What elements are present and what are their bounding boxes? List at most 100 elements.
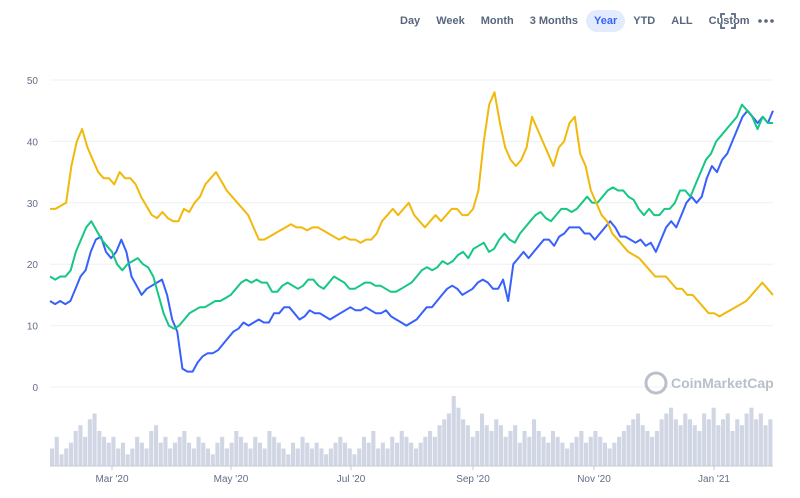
volume-bar [423,436,428,466]
volume-bar [291,442,296,466]
volume-bar [588,436,593,466]
volume-bar [220,436,225,466]
series-line-blue [49,109,774,373]
volume-bar [295,448,300,466]
volume-bar [735,419,740,466]
range-year-button[interactable]: Year [586,10,626,32]
range-week-button[interactable]: Week [436,15,465,27]
volume-bar [239,436,244,466]
volume-bar [654,431,659,466]
volume-bar [262,448,267,466]
volume-bar [177,436,182,466]
volume-bar [711,407,716,466]
volume-bar [158,442,163,466]
volume-bar [584,442,589,466]
volume-bar [399,431,404,466]
volume-bar [380,442,385,466]
volume-bar [560,442,565,466]
volume-bar [574,436,579,466]
volume-bar [432,436,437,466]
y-tick-label: 30 [27,199,39,210]
volume-bar [555,436,560,466]
volume-bar [347,448,352,466]
volume-bar [645,431,650,466]
volume-bar [470,436,475,466]
volume-bar [253,436,258,466]
volume-bar [187,442,192,466]
x-tick-label: May '20 [214,474,249,485]
volume-bar [508,431,513,466]
range-ytd-button[interactable]: YTD [633,15,656,27]
volume-bar [272,436,277,466]
volume-bar [224,448,229,466]
volume-bar [763,425,768,466]
volume-bar [139,442,144,466]
range-3months-button[interactable]: 3 Months [529,15,578,27]
volume-bar [149,431,154,466]
volume-bar [598,436,603,466]
volume-bar [319,448,324,466]
volume-bar [579,431,584,466]
volume-bar [631,419,636,466]
volume-bar [428,431,433,466]
volume-bar [154,425,159,466]
volume-bar [324,454,329,466]
volume-bar [446,413,451,466]
volume-bar [744,413,749,466]
volume-bar [517,442,522,466]
volume-bar [522,431,527,466]
x-axis: Mar '20 May '20 Jul '20 Sep '20 Nov '20 Jan '… [95,466,730,485]
volume-bar [59,454,64,466]
coinmarketcap-logo-icon [644,371,668,395]
volume-bar [503,436,508,466]
fullscreen-icon[interactable] [719,12,737,30]
volume-bar [621,431,626,466]
volume-bar [234,431,239,466]
volume-bar [768,419,773,466]
series-lines [49,91,774,373]
volume-bar [196,436,201,466]
y-tick-label: 0 [32,383,38,394]
volume-bar [640,425,645,466]
volume-bar [205,448,210,466]
volume-bars [50,396,773,467]
coinmarketcap-watermark: CoinMarketCap [644,371,774,395]
volume-bar [437,425,442,466]
volume-bar [120,442,125,466]
range-day-button[interactable]: Day [400,15,421,27]
volume-bar [475,431,480,466]
x-tick-label: Nov '20 [577,474,611,485]
series-line-orange [50,91,774,318]
x-tick-label: Jul '20 [337,474,366,485]
volume-bar [68,442,73,466]
volume-bar [716,425,721,466]
volume-bar [702,413,707,466]
volume-bar [758,413,763,466]
volume-bar [385,448,390,466]
volume-bar [357,448,362,466]
range-all-button[interactable]: ALL [671,15,693,27]
volume-bar [50,448,55,466]
volume-bar [215,442,220,466]
range-custom-button[interactable]: Custom [708,15,750,27]
more-options-icon[interactable] [757,12,775,30]
volume-bar [669,407,674,466]
volume-bar [532,419,537,466]
volume-bar [111,436,116,466]
y-axis: 0 10 20 30 40 50 [27,76,39,394]
volume-bar [697,431,702,466]
range-month-button[interactable]: Month [480,15,514,27]
volume-bar [456,407,461,466]
volume-bar [451,396,456,466]
volume-bar [678,425,683,466]
volume-bar [664,413,669,466]
volume-bar [683,413,688,466]
volume-bar [725,413,730,466]
volume-bar [97,431,102,466]
volume-bar [593,431,598,466]
volume-bar [191,448,196,466]
volume-bar [201,442,206,466]
y-tick-label: 50 [27,76,39,87]
volume-bar [659,419,664,466]
